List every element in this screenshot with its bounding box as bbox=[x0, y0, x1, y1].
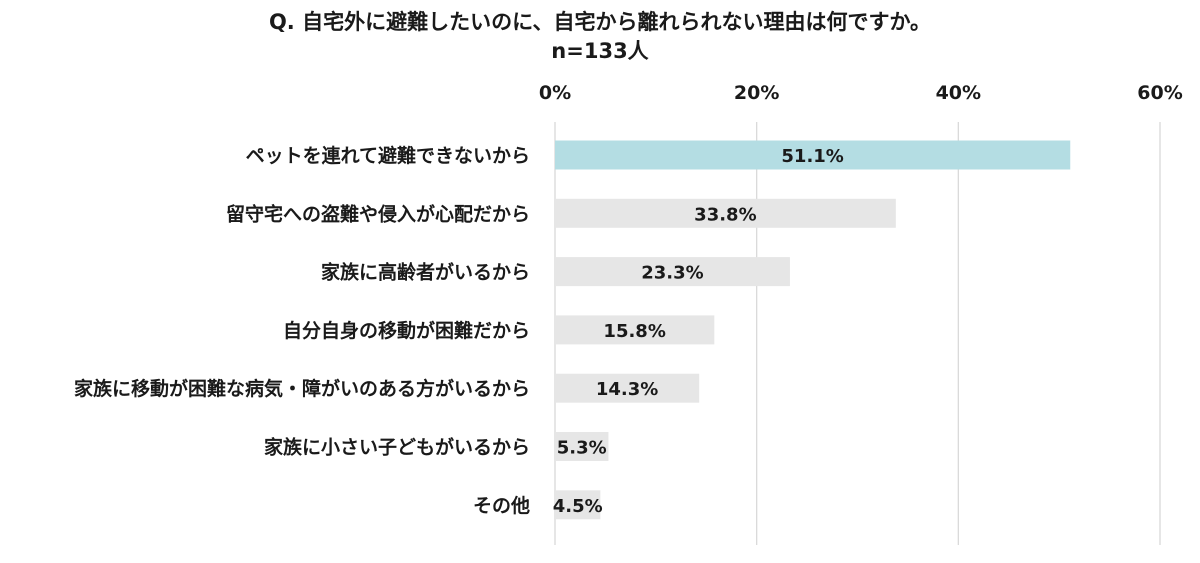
category-label: 家族に移動が困難な病気・障がいのある方がいるから bbox=[74, 377, 530, 400]
data-label: 23.3% bbox=[641, 263, 703, 284]
bar bbox=[555, 140, 1071, 170]
x-axis-ticks: 0% 20% 40% 60% bbox=[539, 82, 1183, 104]
bar bbox=[555, 490, 601, 520]
category-label: 家族に高齢者がいるから bbox=[321, 261, 530, 284]
category-label: ペットを連れて避難できないから bbox=[246, 144, 530, 167]
bar bbox=[555, 432, 609, 461]
data-label: 15.8% bbox=[603, 321, 665, 342]
x-tick-label: 20% bbox=[734, 82, 779, 104]
category-label: 留守宅への盗難や侵入が心配だから bbox=[226, 202, 530, 225]
x-tick-label: 40% bbox=[936, 82, 981, 104]
data-label: 5.3% bbox=[557, 438, 607, 459]
bar bbox=[555, 198, 896, 228]
data-label: 51.1% bbox=[781, 146, 843, 167]
bar bbox=[555, 373, 700, 403]
x-tick-label: 60% bbox=[1137, 82, 1182, 104]
data-label: 33.8% bbox=[694, 204, 756, 225]
bar bbox=[555, 315, 715, 345]
x-tick-label: 0% bbox=[539, 82, 571, 104]
chart-subtitle: n=133人 bbox=[551, 39, 648, 63]
category-labels: ペットを連れて避難できないから留守宅への盗難や侵入が心配だから家族に高齢者がいる… bbox=[74, 144, 530, 517]
category-label: 家族に小さい子どもがいるから bbox=[264, 436, 530, 459]
chart-title: Q. 自宅外に避難したいのに、自宅から離れられない理由は何ですか。 bbox=[269, 10, 931, 34]
data-label: 4.5% bbox=[553, 496, 603, 517]
category-label: その他 bbox=[473, 494, 530, 517]
bar bbox=[555, 257, 790, 287]
value-labels: 51.1% 33.8% 23.3% 15.8% 14.3% 5.3% 4.5% bbox=[553, 146, 844, 517]
data-label: 14.3% bbox=[596, 379, 658, 400]
bars bbox=[555, 140, 1071, 520]
category-label: 自分自身の移動が困難だから bbox=[283, 319, 530, 342]
